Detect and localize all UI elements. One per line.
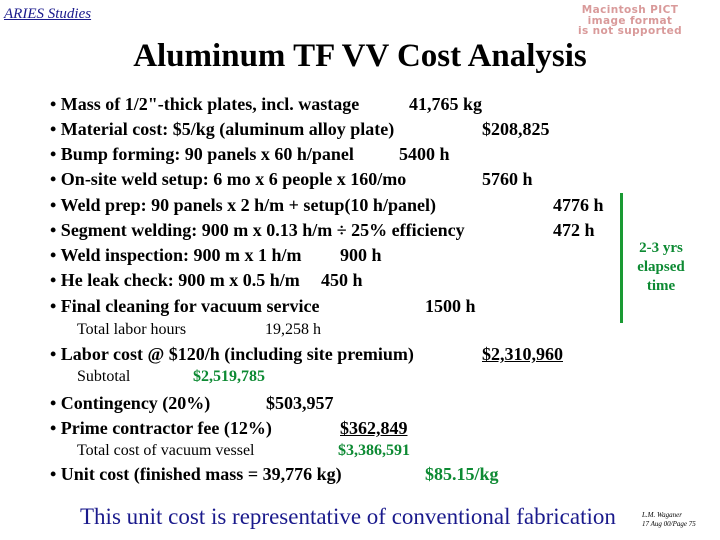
contingency-value: $503,957 bbox=[266, 393, 334, 413]
item-value: 450 h bbox=[321, 270, 363, 290]
item-label: • Weld inspection: 900 m x 1 h/m bbox=[50, 245, 302, 265]
unit-cost-value: $85.15/kg bbox=[425, 464, 499, 484]
item-label: • On-site weld setup: 6 mo x 6 people x … bbox=[50, 169, 407, 189]
subtotal-label: Subtotal bbox=[77, 368, 131, 385]
page-title: Aluminum TF VV Cost Analysis bbox=[133, 38, 587, 74]
pict-line: is not supported bbox=[577, 25, 683, 37]
item-label: • Final cleaning for vacuum service bbox=[50, 296, 320, 316]
prime-fee-value: $362,849 bbox=[340, 418, 408, 438]
item-label: • Bump forming: 90 panels x 60 h/panel bbox=[50, 144, 354, 164]
item-value: 5400 h bbox=[399, 144, 450, 164]
item-label: • He leak check: 900 m x 0.5 h/m bbox=[50, 270, 300, 290]
item-value: 4776 h bbox=[553, 195, 604, 215]
pict-placeholder: Macintosh PICT image format is not suppo… bbox=[558, 5, 702, 37]
pict-line: image format bbox=[587, 14, 673, 27]
elapsed-line: elapsed bbox=[637, 259, 685, 275]
subtotal-value: $2,519,785 bbox=[193, 368, 265, 385]
labor-cost-label: • Labor cost @ $120/h (including site pr… bbox=[50, 344, 414, 364]
item-value: 41,765 kg bbox=[409, 94, 483, 114]
footer-note: This unit cost is representative of conv… bbox=[80, 504, 616, 529]
total-labor-value: 19,258 h bbox=[265, 321, 321, 338]
prime-fee-label: • Prime contractor fee (12%) bbox=[50, 418, 272, 438]
pict-line: Macintosh PICT bbox=[581, 4, 679, 16]
total-cost-value: $3,386,591 bbox=[338, 442, 410, 459]
item-label: • Mass of 1/2"-thick plates, incl. wasta… bbox=[50, 94, 360, 114]
contingency-label: • Contingency (20%) bbox=[50, 393, 211, 413]
header-link[interactable]: ARIES Studies bbox=[4, 6, 92, 22]
elapsed-bracket bbox=[620, 193, 623, 323]
page-info: 17 Aug 00/Page 75 bbox=[642, 520, 696, 528]
item-value: 900 h bbox=[340, 245, 382, 265]
item-value: 5760 h bbox=[482, 169, 533, 189]
item-value: 1500 h bbox=[425, 296, 476, 316]
author-credit: L.M. Waganer 17 Aug 00/Page 75 bbox=[642, 511, 696, 529]
item-value: 472 h bbox=[553, 220, 595, 240]
total-cost-label: Total cost of vacuum vessel bbox=[77, 442, 255, 459]
item-label: • Segment welding: 900 m x 0.13 h/m ÷ 25… bbox=[50, 220, 465, 240]
labor-cost-value: $2,310,960 bbox=[482, 344, 563, 364]
item-value: $208,825 bbox=[482, 119, 550, 139]
elapsed-line: time bbox=[646, 278, 676, 294]
author-name: L.M. Waganer bbox=[642, 511, 682, 519]
item-label: • Weld prep: 90 panels x 2 h/m + setup(1… bbox=[50, 195, 436, 215]
unit-cost-label: • Unit cost (finished mass = 39,776 kg) bbox=[50, 464, 342, 484]
item-label: • Material cost: $5/kg (aluminum alloy p… bbox=[50, 119, 395, 139]
total-labor-label: Total labor hours bbox=[77, 321, 187, 338]
elapsed-line: 2-3 yrs bbox=[639, 240, 683, 256]
elapsed-note: 2-3 yrs elapsed time bbox=[628, 239, 694, 296]
